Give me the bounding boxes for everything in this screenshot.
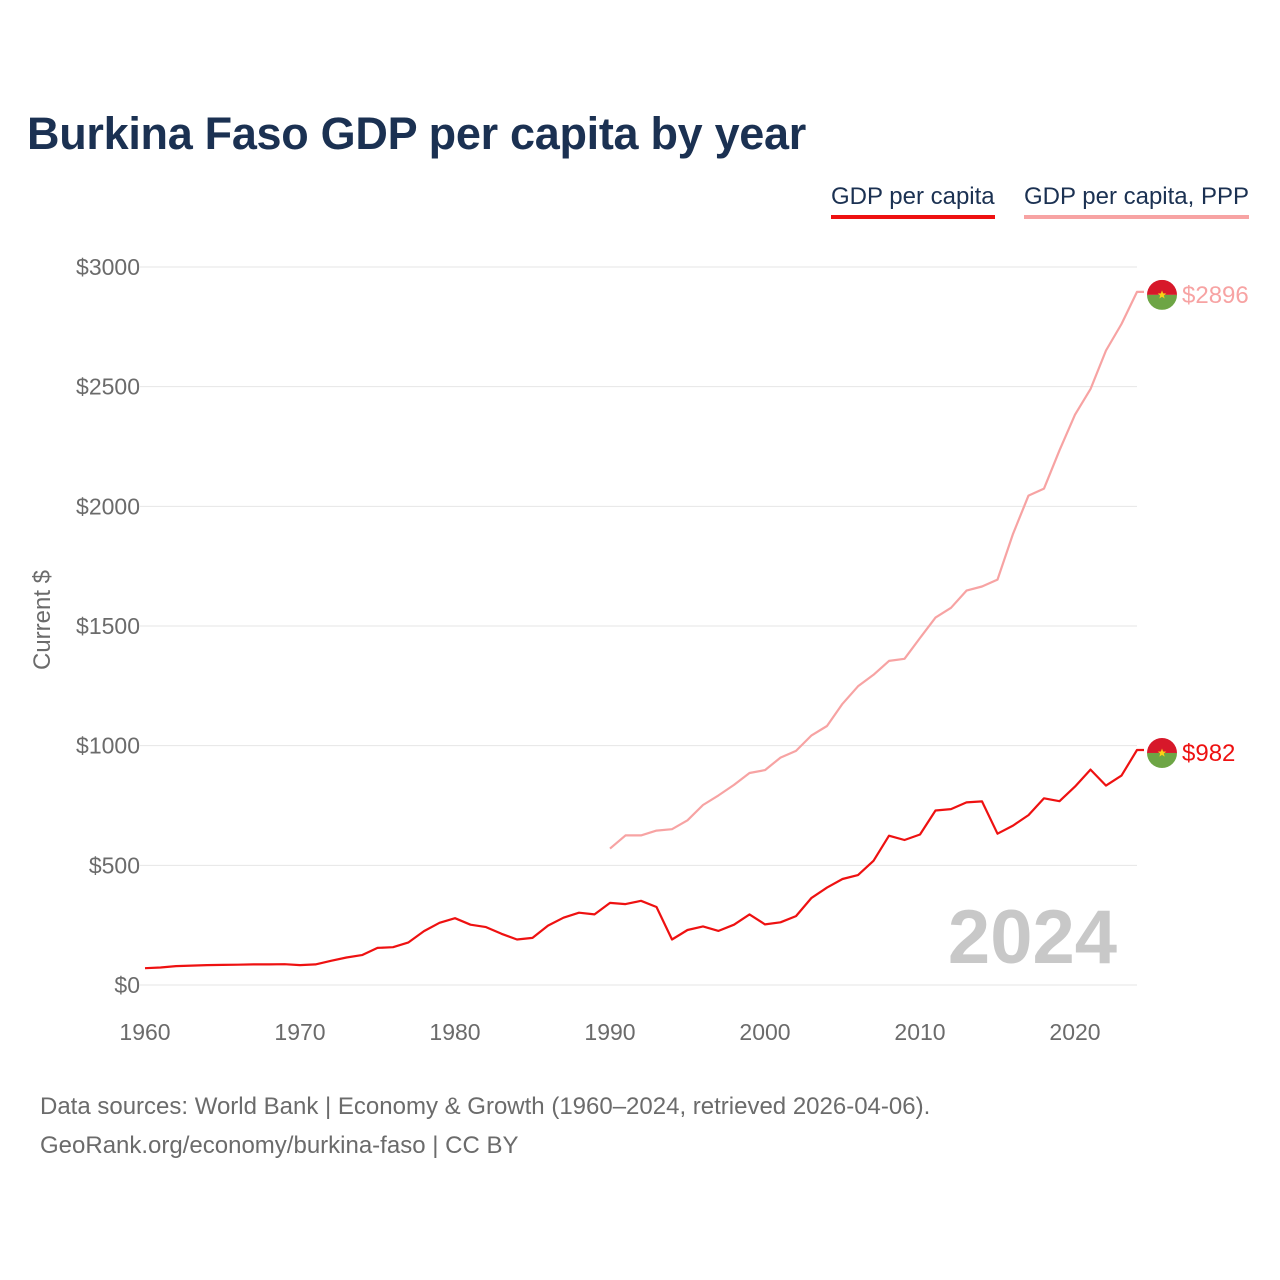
x-tick-label: 1980 — [429, 1019, 480, 1045]
year-watermark: 2024 — [948, 895, 1117, 980]
x-tick-label: 2020 — [1049, 1019, 1100, 1045]
series-end-label: $982 — [1182, 740, 1235, 767]
series-end-markers: $982 $2896 — [1147, 279, 1249, 768]
grid-lines — [140, 266, 1137, 986]
source-note: Data sources: World Bank | Economy & Gro… — [40, 1087, 930, 1165]
series-line-1[interactable] — [609, 290, 1144, 850]
y-tick-label: $500 — [89, 852, 140, 878]
x-tick-label: 2000 — [739, 1019, 790, 1045]
legend-item-gdp-per-capita-ppp[interactable]: GDP per capita, PPP — [1024, 183, 1249, 219]
series-line-0[interactable] — [144, 748, 1144, 970]
y-tick-label: $3000 — [76, 254, 140, 280]
series-lines — [144, 290, 1144, 970]
x-tick-label: 1960 — [119, 1019, 170, 1045]
y-tick-label: $2000 — [76, 493, 140, 519]
legend-item-gdp-per-capita[interactable]: GDP per capita — [831, 183, 995, 219]
flag-icon — [1147, 737, 1177, 768]
y-tick-label: $1000 — [76, 733, 140, 759]
y-axis-label: Current $ — [29, 570, 56, 670]
y-axis-ticks: $0 $500 $1000 $1500 $2000 $2500 $3000 — [76, 254, 140, 998]
x-tick-label: 1990 — [584, 1019, 635, 1045]
chart-title: Burkina Faso GDP per capita by year — [27, 108, 806, 159]
flag-icon — [1147, 279, 1177, 310]
y-tick-label: $0 — [114, 972, 140, 998]
series-end-label: $2896 — [1182, 282, 1249, 309]
x-tick-label: 1970 — [274, 1019, 325, 1045]
source-line-1: Data sources: World Bank | Economy & Gro… — [40, 1093, 931, 1120]
y-tick-label: $2500 — [76, 374, 140, 400]
source-line-2[interactable]: GeoRank.org/economy/burkina-faso | CC BY — [40, 1132, 519, 1159]
x-tick-label: 2010 — [894, 1019, 945, 1045]
x-axis-ticks: 1960 1970 1980 1990 2000 2010 2020 — [119, 1019, 1100, 1045]
y-tick-label: $1500 — [76, 613, 140, 639]
